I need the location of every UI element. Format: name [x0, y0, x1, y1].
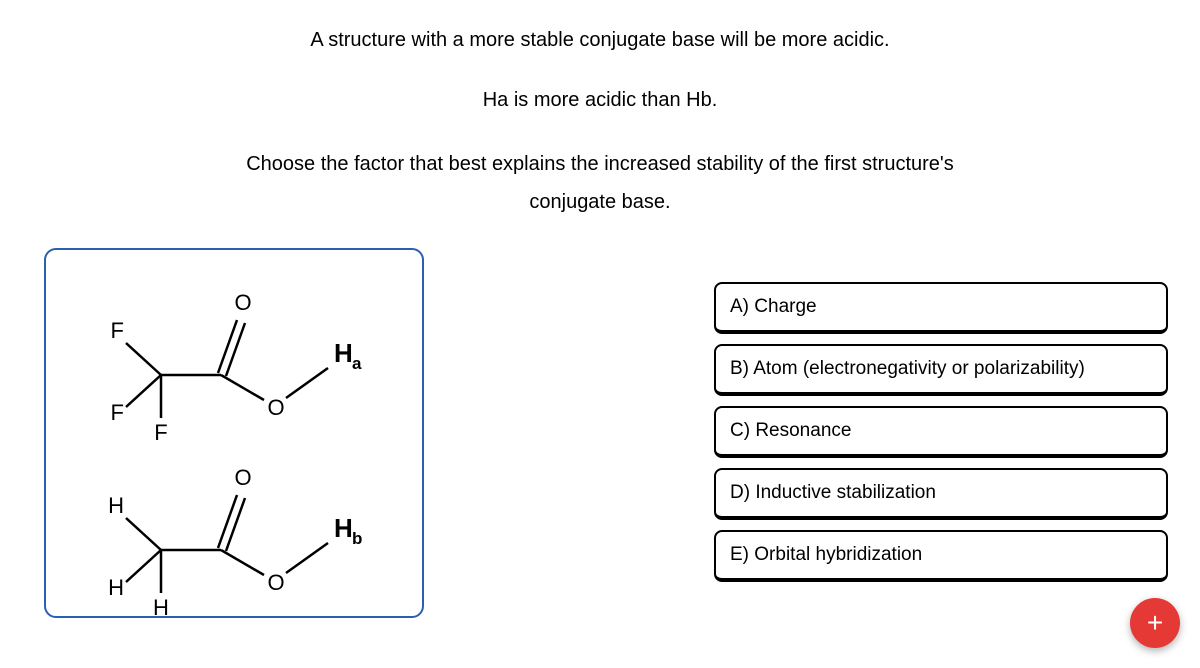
answer-option-d[interactable]: D) Inductive stabilization: [714, 468, 1168, 520]
atom-f2: F: [111, 400, 124, 425]
answer-option-a[interactable]: A) Charge: [714, 282, 1168, 334]
answer-option-e[interactable]: E) Orbital hybridization: [714, 530, 1168, 582]
atom-h3: H: [153, 595, 169, 620]
question-line-2: Ha is more acidic than Hb.: [0, 84, 1200, 116]
structure-ha: F F F O O H a: [46, 250, 426, 450]
atom-o-single-a: O: [267, 395, 284, 420]
h-label-b: H: [334, 513, 353, 543]
answer-option-b[interactable]: B) Atom (electronegativity or polarizabi…: [714, 344, 1168, 396]
structure-hb: H H H O O H b: [46, 425, 426, 625]
answer-list: A) Charge B) Atom (electronegativity or …: [714, 282, 1168, 582]
structure-panel: F F F O O H a: [44, 248, 424, 618]
answer-option-c[interactable]: C) Resonance: [714, 406, 1168, 458]
atom-h2: H: [108, 575, 124, 600]
atom-f1: F: [111, 318, 124, 343]
atom-h1: H: [108, 493, 124, 518]
atom-carbonyl-o-b: O: [234, 465, 251, 490]
question-line-3: Choose the factor that best explains the…: [0, 148, 1200, 180]
question-line-1: A structure with a more stable conjugate…: [0, 24, 1200, 56]
plus-icon: +: [1147, 607, 1163, 639]
h-label-a-sub: a: [352, 354, 362, 373]
h-label-a: H: [334, 338, 353, 368]
atom-carbonyl-o-a: O: [234, 290, 251, 315]
question-line-4: conjugate base.: [0, 186, 1200, 218]
atom-o-single-b: O: [267, 570, 284, 595]
add-button[interactable]: +: [1130, 598, 1180, 648]
h-label-b-sub: b: [352, 529, 362, 548]
